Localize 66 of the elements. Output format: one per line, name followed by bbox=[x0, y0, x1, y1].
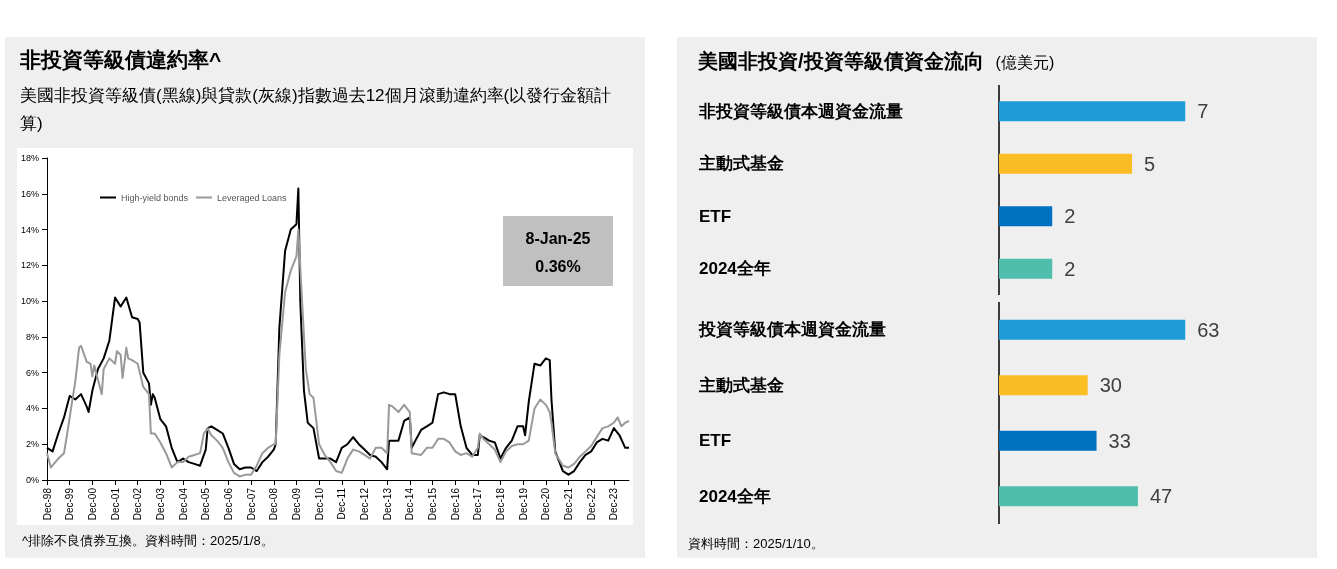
x-tick-label: Dec-99 bbox=[64, 487, 76, 521]
y-tick-label: 2024全年 bbox=[699, 259, 771, 279]
x-tick-label: Dec-05 bbox=[200, 487, 212, 521]
bar bbox=[999, 319, 1186, 340]
chart-subtitle: (億美元) bbox=[995, 54, 1055, 71]
text: ^排除不良債券互換。資料時間：2025/1/8。 bbox=[22, 532, 274, 550]
x-tick-label: Dec-14 bbox=[404, 487, 416, 521]
data-label: 33 bbox=[1108, 429, 1131, 452]
y-tick-label: 主動式基金 bbox=[698, 375, 784, 395]
x-tick-label: Dec-20 bbox=[540, 487, 552, 521]
bar bbox=[999, 375, 1088, 396]
y-tick-label: 2024全年 bbox=[699, 486, 771, 506]
y-tick-label: 0% bbox=[25, 475, 39, 485]
x-tick-label: Dec-02 bbox=[132, 487, 144, 521]
x-tick-label: Dec-19 bbox=[517, 487, 529, 521]
x-tick-label: Dec-22 bbox=[585, 487, 597, 521]
y-tick-label: ETF bbox=[699, 431, 732, 451]
y-tick-label: 2% bbox=[25, 439, 39, 450]
x-tick-label: Dec-06 bbox=[222, 487, 234, 521]
data-label: 7 bbox=[1197, 100, 1209, 123]
x-tick-label: Dec-15 bbox=[426, 487, 438, 521]
y-tick-label: 12% bbox=[20, 260, 39, 271]
y-tick-label: 非投資等級債本週資金流量 bbox=[698, 101, 903, 121]
data-label: 30 bbox=[1099, 374, 1122, 397]
y-tick-label: 4% bbox=[25, 403, 39, 414]
y-tick-label: 14% bbox=[20, 224, 39, 235]
y-tick-label: ETF bbox=[699, 206, 732, 226]
chart-title: 非投資等級債違約率^ bbox=[20, 47, 222, 73]
x-tick-label: Dec-13 bbox=[381, 487, 393, 521]
x-tick-label: Dec-07 bbox=[245, 487, 257, 521]
x-tick-label: Dec-03 bbox=[154, 487, 166, 521]
x-tick-label: Dec-10 bbox=[313, 487, 325, 521]
x-tick-label: Dec-21 bbox=[563, 487, 575, 521]
x-tick-label: Dec-23 bbox=[608, 487, 620, 521]
x-tick-label: Dec-00 bbox=[86, 487, 98, 521]
data-label: 5 bbox=[1144, 152, 1156, 175]
bar bbox=[999, 430, 1097, 451]
bar bbox=[999, 486, 1138, 507]
x-tick-label: Dec-08 bbox=[268, 487, 280, 521]
data-label: 47 bbox=[1149, 485, 1173, 508]
x-tick-label: Dec-09 bbox=[290, 487, 302, 521]
y-tick-label: 8% bbox=[25, 331, 39, 342]
data-label: 2 bbox=[1064, 205, 1076, 228]
x-tick-label: Dec-11 bbox=[336, 487, 348, 520]
x-tick-label: Dec-01 bbox=[109, 487, 121, 521]
y-tick-label: 投資等級債本週資金流量 bbox=[698, 320, 886, 340]
y-tick-label: 6% bbox=[25, 367, 39, 378]
y-tick-label: 16% bbox=[20, 188, 39, 199]
text: 資料時間：2025/1/10。 bbox=[688, 535, 824, 553]
y-tick-label: 18% bbox=[20, 153, 39, 163]
x-tick-label: Dec-04 bbox=[177, 487, 189, 521]
x-tick-label: Dec-12 bbox=[358, 487, 370, 521]
legend-label: High-yield bonds bbox=[121, 192, 189, 203]
annotation: 8-Jan-25 bbox=[525, 229, 591, 247]
x-tick-label: Dec-98 bbox=[41, 487, 53, 521]
y-tick-label: 10% bbox=[20, 296, 39, 307]
x-tick-label: Dec-16 bbox=[449, 487, 461, 521]
data-label: 63 bbox=[1197, 318, 1220, 341]
y-tick-label: 主動式基金 bbox=[698, 154, 784, 174]
x-tick-label: Dec-17 bbox=[472, 487, 484, 521]
chart-subtitle: 美國非投資等級債(黑線)與貸款(灰線)指數過去12個月滾動違約率(以發行金額計算) bbox=[20, 85, 613, 135]
x-tick-label: Dec-18 bbox=[494, 487, 506, 521]
legend-label: Leveraged Loans bbox=[217, 192, 288, 203]
data-label: 2 bbox=[1064, 257, 1076, 280]
annotation: 0.36% bbox=[535, 257, 581, 275]
chart-title: 美國非投資/投資等級債資金流向 bbox=[698, 50, 984, 72]
